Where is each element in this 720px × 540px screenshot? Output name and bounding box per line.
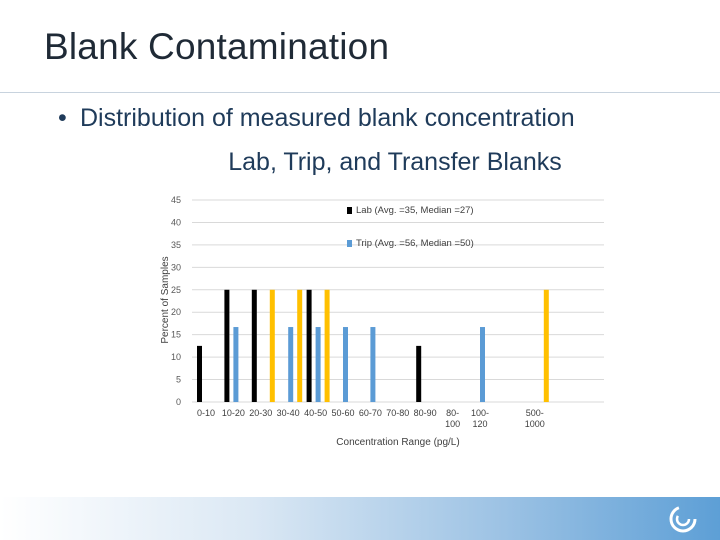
bar xyxy=(480,327,485,402)
y-tick-label: 25 xyxy=(171,285,181,295)
legend-swatch xyxy=(347,207,352,214)
legend-swatch xyxy=(347,240,352,247)
y-tick-label: 5 xyxy=(176,375,181,385)
y-tick-label: 35 xyxy=(171,240,181,250)
bar xyxy=(543,289,549,402)
y-tick-label: 45 xyxy=(171,195,181,205)
bullet-dot-icon: • xyxy=(58,104,67,132)
y-tick-label: 0 xyxy=(176,397,181,407)
bullet-text: Distribution of measured blank concentra… xyxy=(80,104,575,132)
footer-band xyxy=(0,497,720,540)
x-tick-label: 30-40 xyxy=(277,408,300,418)
bar xyxy=(288,327,294,402)
y-tick-label: 20 xyxy=(171,307,181,317)
slide-title: Blank Contamination xyxy=(44,26,390,67)
bar xyxy=(269,289,275,402)
x-tick-label: 70-80 xyxy=(386,408,409,418)
legend-label: Trip (Avg. =56, Median =50) xyxy=(356,238,474,249)
bullet-point: • Distribution of measured blank concentr… xyxy=(58,104,575,133)
y-tick-label: 10 xyxy=(171,352,181,362)
bar xyxy=(306,289,312,402)
y-axis-title: Percent of Samples xyxy=(160,256,171,343)
slide-subtitle: Lab, Trip, and Transfer Blanks xyxy=(228,148,562,176)
bar xyxy=(224,289,230,402)
legend-label: Lab (Avg. =35, Median =27) xyxy=(356,205,474,216)
bar xyxy=(297,289,303,402)
bar xyxy=(315,327,321,402)
x-tick-label: 80-90 xyxy=(414,408,437,418)
x-tick-label: 120 xyxy=(472,419,487,429)
bar xyxy=(324,289,330,402)
title-divider xyxy=(0,92,720,93)
x-tick-label: 10-20 xyxy=(222,408,245,418)
bar xyxy=(233,327,239,402)
x-tick-label: 80- xyxy=(446,408,459,418)
y-tick-label: 15 xyxy=(171,330,181,340)
x-tick-label: 60-70 xyxy=(359,408,382,418)
x-tick-label: 500- xyxy=(526,408,544,418)
bar xyxy=(416,345,422,402)
y-tick-label: 40 xyxy=(171,217,181,227)
bar xyxy=(251,289,257,402)
logo-icon xyxy=(669,505,697,533)
x-tick-label: 1000 xyxy=(525,419,545,429)
x-axis-title: Concentration Range (pg/L) xyxy=(336,437,459,448)
y-tick-label: 30 xyxy=(171,262,181,272)
bar xyxy=(343,327,348,402)
bar xyxy=(197,345,202,402)
x-tick-label: 100- xyxy=(471,408,489,418)
x-tick-label: 20-30 xyxy=(249,408,272,418)
x-tick-label: 50-60 xyxy=(331,408,354,418)
bar xyxy=(370,327,376,402)
x-tick-label: 100 xyxy=(445,419,460,429)
x-tick-label: 40-50 xyxy=(304,408,327,418)
x-tick-label: 0-10 xyxy=(197,408,215,418)
